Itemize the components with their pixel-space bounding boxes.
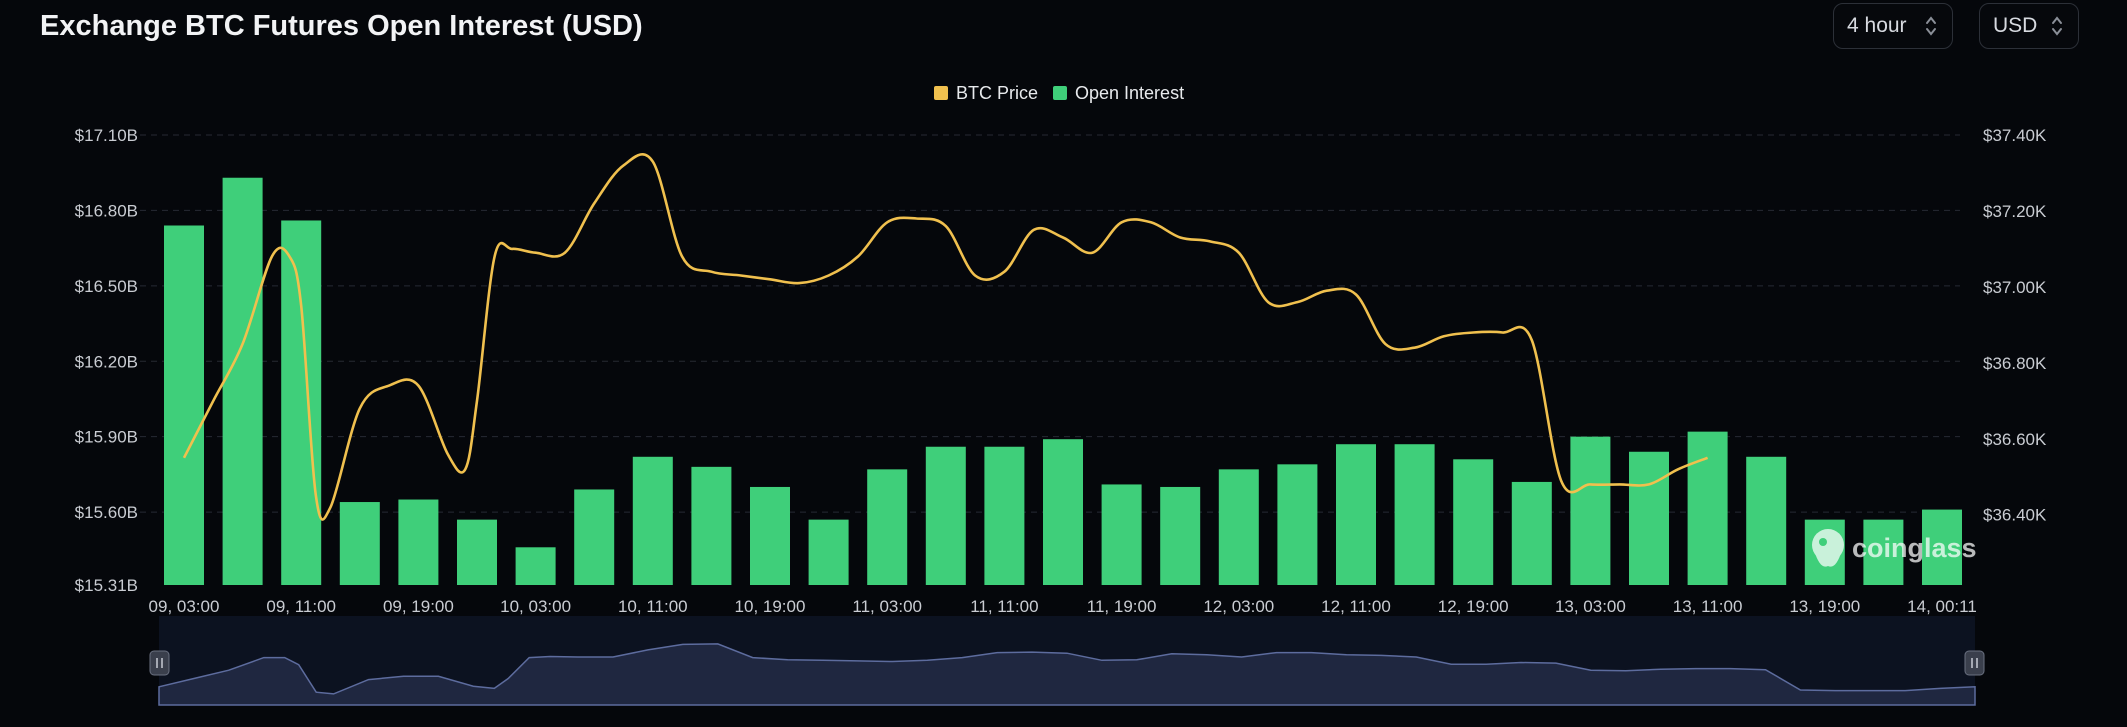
x-axis-tick-label: 09, 19:00 [383, 597, 454, 616]
open-interest-bar[interactable] [925, 446, 966, 585]
open-interest-bar[interactable] [867, 469, 908, 585]
open-interest-bar[interactable] [1629, 451, 1669, 585]
x-axis-tick-label: 13, 11:00 [1673, 597, 1743, 616]
open-interest-bar[interactable] [1922, 509, 1962, 585]
open-interest-bar[interactable] [1277, 464, 1318, 585]
currency-select-value: USD [1993, 14, 2038, 37]
legend-item-btc-price[interactable]: BTC Price [934, 83, 1038, 103]
open-interest-bar[interactable] [398, 499, 439, 585]
x-axis-tick-label: 13, 03:00 [1555, 597, 1626, 616]
x-axis: 09, 03:00 09, 11:00 09, 19:00 10, 03:00 10, … [149, 597, 1977, 616]
open-interest-bar[interactable] [222, 177, 263, 585]
interval-select-value: 4 hour [1847, 14, 1907, 37]
left-y-axis: $17.10B $16.80B $16.50B $16.20B $15.90B $15.6… [75, 126, 138, 595]
x-axis-tick-label: 13, 19:00 [1789, 597, 1860, 616]
interval-select[interactable]: 4 hour [1833, 3, 1953, 49]
up-down-chevron-icon [1926, 16, 1936, 36]
watermark-text: coinglass [1852, 533, 1977, 563]
x-axis-tick-label: 11, 19:00 [1087, 597, 1157, 616]
open-interest-bar[interactable] [1511, 481, 1552, 585]
right-axis-tick-label: $37.20K [1983, 202, 2047, 221]
open-interest-bar[interactable] [1336, 444, 1376, 585]
legend-swatch-open-interest [1053, 86, 1067, 100]
coinglass-watermark: coinglass [1812, 529, 1977, 567]
x-axis-tick-label: 12, 11:00 [1321, 597, 1391, 616]
left-axis-tick-label: $17.10B [75, 126, 138, 145]
open-interest-bar[interactable] [339, 502, 380, 585]
range-navigator[interactable] [149, 616, 1985, 706]
legend-swatch-btc-price [934, 86, 948, 100]
open-interest-bar[interactable] [1160, 486, 1201, 585]
open-interest-bar[interactable] [808, 519, 849, 585]
navigator-right-handle[interactable] [1964, 650, 1985, 676]
open-interest-bar[interactable] [632, 456, 673, 585]
open-interest-bar[interactable] [1218, 469, 1259, 585]
x-axis-tick-label: 12, 19:00 [1438, 597, 1509, 616]
right-axis-tick-label: $36.40K [1983, 506, 2047, 525]
coinglass-logo-icon [1812, 529, 1844, 567]
left-axis-tick-label: $15.31B [75, 576, 138, 595]
open-interest-bar[interactable] [1863, 519, 1904, 585]
x-axis-tick-label: 09, 11:00 [266, 597, 336, 616]
btc-price-line[interactable] [182, 152, 1709, 521]
open-interest-bar[interactable] [750, 486, 790, 585]
legend-item-open-interest[interactable]: Open Interest [1053, 83, 1184, 103]
left-axis-tick-label: $16.50B [75, 277, 138, 296]
open-interest-bar[interactable] [457, 519, 497, 585]
x-axis-tick-label: 11, 11:00 [970, 597, 1038, 616]
legend: BTC Price Open Interest [934, 83, 1184, 103]
right-axis-tick-label: $36.60K [1983, 430, 2047, 449]
open-interest-bar[interactable] [1687, 431, 1728, 585]
open-interest-bars [164, 177, 1962, 585]
open-interest-bar[interactable] [1043, 439, 1083, 585]
navigator-left-handle[interactable] [149, 650, 170, 676]
up-down-chevron-icon [2052, 16, 2062, 36]
btc-price-line-layer [182, 152, 1709, 521]
x-axis-tick-label: 14, 00:11 [1907, 597, 1977, 616]
left-axis-tick-label: $15.60B [75, 503, 138, 522]
open-interest-bar[interactable] [984, 446, 1025, 585]
left-axis-tick-label: $16.80B [75, 201, 138, 220]
left-axis-tick-label: $16.20B [75, 352, 138, 371]
right-axis-tick-label: $36.80K [1983, 354, 2047, 373]
open-interest-bar[interactable] [1746, 456, 1787, 585]
x-axis-tick-label: 11, 03:00 [852, 597, 922, 616]
right-axis-tick-label: $37.00K [1983, 278, 2047, 297]
open-interest-bar[interactable] [1101, 484, 1142, 585]
open-interest-bar[interactable] [515, 547, 556, 585]
x-axis-tick-label: 10, 19:00 [735, 597, 806, 616]
x-axis-tick-label: 09, 03:00 [149, 597, 220, 616]
x-axis-tick-label: 10, 11:00 [618, 597, 688, 616]
currency-select[interactable]: USD [1979, 3, 2079, 49]
chart-title: Exchange BTC Futures Open Interest (USD) [40, 10, 643, 42]
right-y-axis: $37.40K $37.20K $37.00K $36.80K $36.60K $36.4… [1983, 126, 2047, 525]
x-axis-tick-label: 10, 03:00 [500, 597, 571, 616]
open-interest-bar[interactable] [1570, 436, 1611, 585]
open-interest-bar[interactable] [1453, 459, 1494, 585]
open-interest-bar[interactable] [1394, 444, 1435, 585]
open-interest-bar[interactable] [164, 225, 204, 585]
open-interest-bar[interactable] [574, 489, 615, 585]
open-interest-bar[interactable] [281, 220, 322, 585]
legend-label-btc-price: BTC Price [956, 83, 1038, 103]
left-axis-tick-label: $15.90B [75, 428, 138, 447]
right-axis-tick-label: $37.40K [1983, 126, 2047, 145]
navigator-area [158, 643, 1976, 706]
open-interest-bar[interactable] [691, 466, 732, 585]
legend-label-open-interest: Open Interest [1075, 83, 1184, 103]
x-axis-tick-label: 12, 03:00 [1203, 597, 1274, 616]
